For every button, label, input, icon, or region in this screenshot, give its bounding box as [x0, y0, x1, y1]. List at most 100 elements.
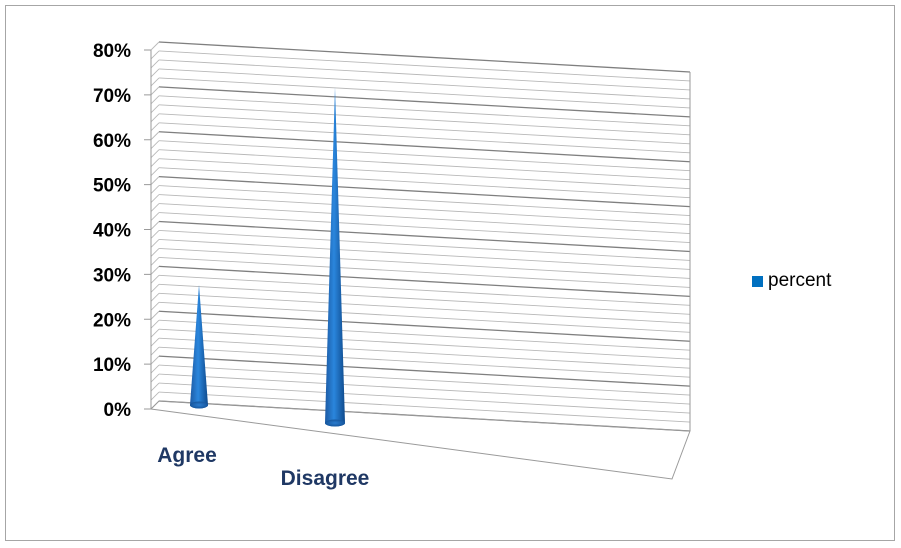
y-tick-label: 80%: [93, 41, 131, 62]
minor-gridline: [158, 158, 691, 190]
minor-gridline: [158, 149, 691, 181]
side-wall-line: [150, 68, 160, 78]
chart-marks: [190, 87, 345, 427]
minor-gridline: [158, 319, 691, 351]
y-tick-label: 60%: [93, 131, 131, 152]
minor-gridline: [158, 364, 691, 396]
side-wall-line: [150, 364, 160, 374]
side-wall-line: [150, 301, 160, 311]
side-wall-line: [150, 176, 160, 185]
minor-gridline: [158, 77, 691, 109]
minor-gridline: [158, 230, 691, 261]
side-wall-line: [150, 203, 160, 212]
minor-gridline: [158, 283, 691, 315]
side-wall-line: [150, 104, 160, 114]
side-wall-line: [150, 391, 160, 401]
side-wall-line: [150, 140, 160, 150]
minor-gridline: [158, 292, 691, 324]
minor-gridline: [158, 256, 691, 288]
category-label-agree: Agree: [157, 444, 217, 467]
y-tick-label: 40%: [93, 221, 131, 242]
side-wall-line: [150, 131, 160, 141]
minor-gridline: [158, 104, 691, 136]
y-tick-label: 10%: [93, 355, 131, 376]
side-wall-line: [150, 185, 160, 194]
side-wall-line: [150, 122, 160, 132]
chart-walls: [149, 41, 691, 480]
side-wall-line: [150, 239, 160, 248]
chart-floor: [149, 400, 691, 480]
legend-label: percent: [768, 270, 832, 291]
minor-gridline: [158, 274, 691, 306]
y-tick-label: 70%: [93, 86, 131, 107]
minor-gridline: [158, 382, 691, 414]
minor-gridline: [158, 95, 691, 127]
major-gridline: [158, 265, 691, 298]
side-wall-line: [150, 77, 160, 87]
side-wall-line: [150, 310, 160, 320]
side-wall-line: [150, 194, 160, 203]
minor-gridline: [158, 113, 691, 145]
side-wall-line: [150, 382, 160, 392]
major-gridline: [158, 310, 691, 342]
cone-base-disagree: [325, 419, 345, 427]
side-wall-line: [150, 373, 160, 383]
major-gridline: [158, 175, 691, 208]
y-tick-label: 30%: [93, 265, 131, 286]
minor-gridline: [158, 212, 691, 243]
side-wall-line: [150, 355, 160, 365]
minor-gridline: [158, 373, 691, 405]
side-wall-line: [150, 59, 160, 69]
side-wall-line: [150, 212, 160, 221]
major-gridline: [158, 86, 691, 118]
side-wall-line: [150, 328, 160, 338]
major-gridline: [158, 41, 691, 73]
y-tick-label: 50%: [93, 176, 131, 197]
minor-gridline: [158, 122, 691, 154]
side-wall-line: [150, 95, 160, 105]
side-wall-line: [150, 292, 160, 302]
minor-gridline: [158, 194, 691, 226]
minor-gridline: [158, 50, 691, 82]
cone-disagree: [325, 87, 345, 427]
minor-gridline: [158, 247, 691, 279]
category-axis: Agree Disagree: [157, 444, 369, 490]
minor-gridline: [158, 391, 691, 423]
minor-gridline: [158, 185, 691, 217]
side-wall-line: [150, 337, 160, 347]
major-gridline: [158, 220, 691, 253]
minor-gridline: [158, 337, 691, 369]
cone-agree: [190, 284, 208, 409]
category-label-disagree: Disagree: [281, 467, 370, 490]
cone-base-agree: [190, 401, 208, 409]
side-wall-line: [150, 149, 160, 159]
major-gridline: [158, 131, 691, 163]
side-wall-line: [150, 230, 160, 239]
side-wall-line: [150, 41, 160, 51]
legend: percent: [752, 270, 831, 292]
minor-gridline: [158, 239, 691, 270]
minor-gridline: [158, 59, 691, 91]
side-wall-line: [150, 284, 160, 293]
side-wall-line: [150, 113, 160, 123]
side-wall-line: [150, 266, 160, 275]
minor-gridline: [158, 346, 691, 378]
minor-gridline: [158, 301, 691, 333]
minor-gridline: [158, 167, 691, 199]
side-wall-line: [150, 319, 160, 329]
side-wall-line: [150, 50, 160, 60]
legend-swatch: [752, 275, 763, 287]
side-wall-line: [150, 346, 160, 356]
y-axis: 0% 10% 20% 30% 40% 50% 60% 70% 80%: [93, 41, 152, 421]
y-tick-label: 20%: [93, 310, 131, 331]
side-wall-line: [150, 167, 160, 176]
side-wall-line: [150, 248, 160, 257]
side-wall-line: [150, 257, 160, 266]
side-wall-line: [150, 86, 160, 96]
minor-gridline: [158, 203, 691, 234]
side-wall-line: [150, 158, 160, 167]
minor-gridline: [158, 68, 691, 100]
minor-gridline: [158, 140, 691, 172]
side-wall-line: [150, 275, 160, 284]
